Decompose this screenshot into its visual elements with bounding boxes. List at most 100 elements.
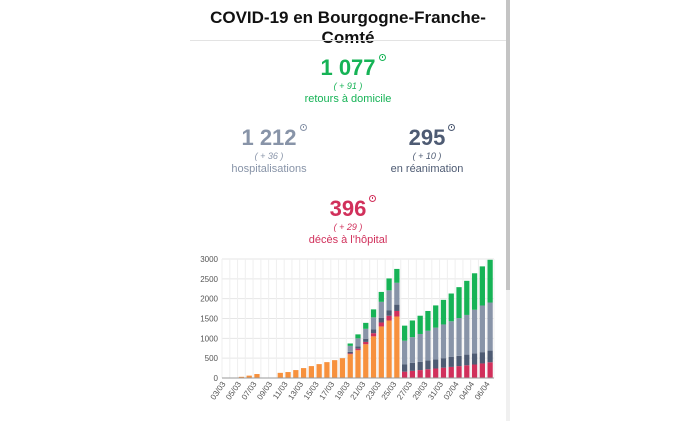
bar-segment[interactable] [355,348,361,351]
bar-segment[interactable] [347,345,353,352]
bar-segment[interactable] [464,280,470,315]
clock-icon[interactable] [378,54,386,61]
bar-segment[interactable] [300,368,307,378]
bar-segment[interactable] [386,315,392,321]
bar-segment[interactable] [487,350,493,363]
bar-segment[interactable] [378,291,384,302]
bar-segment[interactable] [456,287,462,319]
bar-segment[interactable] [425,310,431,331]
bar-segment[interactable] [378,301,384,318]
bar-segment[interactable] [347,354,353,378]
bar-segment[interactable] [347,353,353,355]
bar-segment[interactable] [394,316,400,378]
bar-segment[interactable] [440,367,447,378]
clock-icon[interactable] [299,124,307,131]
bar-segment[interactable] [409,320,416,338]
bar-segment[interactable] [378,326,384,378]
bar-segment[interactable] [464,314,470,355]
bar-segment[interactable] [332,360,338,378]
bar-segment[interactable] [347,343,353,346]
bar-segment[interactable] [254,374,260,378]
bar-segment[interactable] [394,268,400,283]
bar-segment[interactable] [487,302,493,351]
bar-segment[interactable] [425,360,431,370]
bar-segment[interactable] [433,327,439,360]
bar-segment[interactable] [471,353,478,365]
bar-segment[interactable] [401,371,408,378]
bar-segment[interactable] [308,366,315,378]
bar-segment[interactable] [471,309,478,354]
bar-segment[interactable] [386,310,392,316]
bar-segment[interactable] [425,369,431,378]
bar-segment[interactable] [370,329,377,334]
bar-segment[interactable] [433,368,439,378]
bar-segment[interactable] [363,338,369,342]
scrollbar-thumb[interactable] [506,0,510,290]
bar-segment[interactable] [363,328,369,339]
bar-segment[interactable] [285,372,291,378]
bar-segment[interactable] [456,318,462,356]
bar-segment[interactable] [238,376,245,378]
bar-segment[interactable] [448,366,454,378]
bar-segment[interactable] [355,334,361,339]
bar-segment[interactable] [386,320,392,378]
bar-segment[interactable] [433,359,439,369]
bar-segment[interactable] [464,354,470,366]
bar-segment[interactable] [448,293,454,322]
bar-segment[interactable] [394,304,400,311]
bar-segment[interactable] [456,355,462,367]
bar-segment[interactable] [363,322,369,329]
bar-segment[interactable] [440,324,447,359]
clock-icon[interactable] [448,124,456,131]
bar-segment[interactable] [386,290,392,311]
bar-segment[interactable] [370,309,377,318]
bar-segment[interactable] [277,372,283,378]
bar-segment[interactable] [425,330,431,361]
bar-segment[interactable] [479,266,485,306]
bar-segment[interactable] [293,370,299,378]
bar-segment[interactable] [433,305,439,328]
bar-segment[interactable] [370,317,377,330]
bar-segment[interactable] [401,364,408,372]
bar-segment[interactable] [440,299,447,325]
bar-segment[interactable] [394,310,400,317]
bar-segment[interactable] [487,259,493,303]
bar-segment[interactable] [401,325,408,341]
bar-segment[interactable] [246,375,252,378]
bar-segment[interactable] [448,356,454,367]
bar-segment[interactable] [355,338,361,347]
bar-segment[interactable] [487,362,493,378]
bar-segment[interactable] [324,362,330,378]
bar-segment[interactable] [471,364,478,378]
bar-segment[interactable] [378,317,384,323]
bar-segment[interactable] [386,278,392,291]
bar-segment[interactable] [448,321,454,357]
bar-segment[interactable] [370,333,377,337]
bar-segment[interactable] [409,337,416,363]
bar-segment[interactable] [347,351,353,354]
bar-segment[interactable] [417,370,423,378]
bar-segment[interactable] [440,358,447,368]
bar-segment[interactable] [355,346,361,349]
bar-segment[interactable] [456,366,462,378]
bar-segment[interactable] [378,322,384,327]
bar-segment[interactable] [417,315,423,334]
bar-segment[interactable] [464,365,470,378]
bar-segment[interactable] [417,361,423,371]
bar-segment[interactable] [471,273,478,310]
bar-segment[interactable] [479,305,485,353]
bar-segment[interactable] [479,363,485,378]
bar-segment[interactable] [370,336,377,378]
bar-segment[interactable] [355,350,361,378]
bar-segment[interactable] [339,358,346,378]
bar-segment[interactable] [394,282,400,305]
bar-segment[interactable] [417,333,423,362]
bar-segment[interactable] [363,344,369,378]
clock-icon[interactable] [369,195,377,202]
bar-segment[interactable] [363,341,369,345]
bar-segment[interactable] [479,352,485,364]
bar-segment[interactable] [316,364,322,378]
bar-segment[interactable] [401,340,408,365]
bar-segment[interactable] [409,370,416,378]
bar-segment[interactable] [409,362,416,371]
